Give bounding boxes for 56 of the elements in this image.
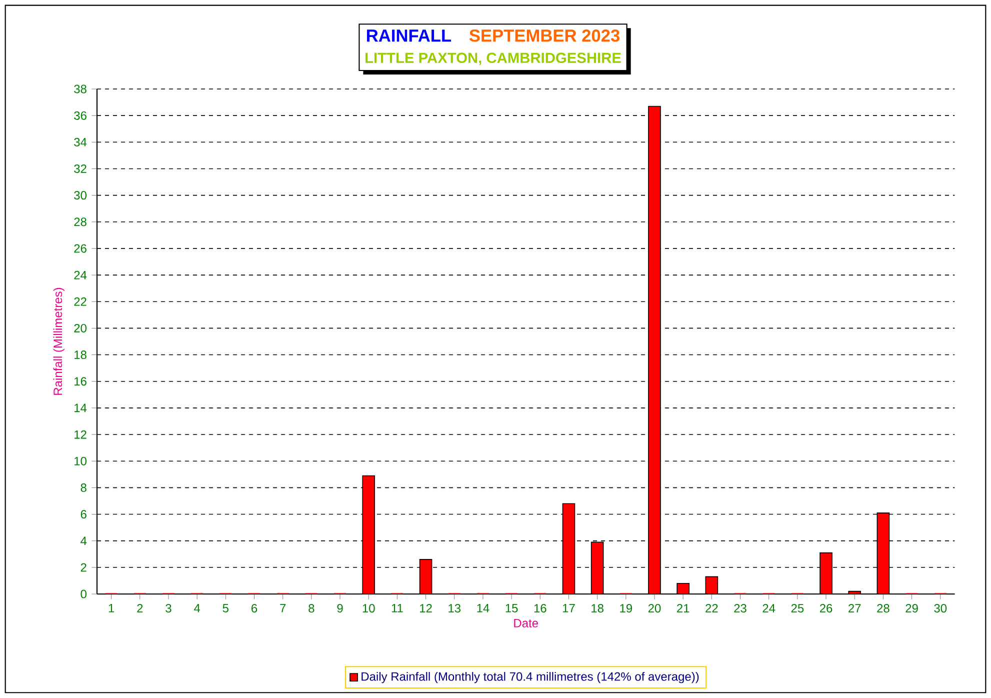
x-tick-label: 30 <box>934 604 947 613</box>
y-tick-label: 34 <box>74 138 87 146</box>
y-tick-label: 4 <box>80 536 87 545</box>
x-tick-label: 10 <box>362 604 375 613</box>
y-tick-label: 14 <box>74 404 87 412</box>
x-tick-label: 3 <box>166 604 172 613</box>
x-tick-label: 22 <box>706 604 718 612</box>
y-tick-label: 16 <box>74 377 86 386</box>
x-tick-label: 17 <box>562 604 575 612</box>
y-tick-label: 32 <box>74 164 86 173</box>
x-tick-label: 20 <box>648 604 661 613</box>
x-tick-label: 11 <box>392 604 403 612</box>
y-tick-label: 6 <box>80 510 86 519</box>
chart-subtitle: SEPTEMBER 2023 <box>469 29 620 42</box>
x-tick-label: 29 <box>906 604 918 613</box>
x-axis-title: Date <box>514 619 538 628</box>
y-tick-label: 38 <box>74 84 86 94</box>
y-tick-label: 2 <box>80 563 86 572</box>
y-tick-label: 8 <box>80 483 86 492</box>
x-tick-label: 28 <box>877 604 890 613</box>
x-tick-label: 15 <box>506 604 518 612</box>
x-tick-label: 14 <box>477 604 490 612</box>
x-tick-label: 13 <box>448 604 461 613</box>
y-tick-label: 18 <box>74 350 86 360</box>
x-tick-label: 21 <box>677 604 690 612</box>
x-tick-label: 2 <box>137 604 143 612</box>
y-tick-label: 20 <box>74 324 86 332</box>
x-tick-label: 26 <box>820 604 832 613</box>
x-tick-label: 19 <box>620 604 632 613</box>
x-tick-label: 9 <box>337 604 343 613</box>
y-axis-title: Rainfall (Millimetres) <box>53 288 64 395</box>
x-tick-label: 4 <box>194 604 200 612</box>
x-tick-label: 7 <box>280 604 286 612</box>
x-tick-label: 23 <box>734 604 746 613</box>
x-tick-label: 1 <box>108 604 114 612</box>
y-tick-label: 30 <box>74 191 86 200</box>
y-tick-label: 28 <box>74 218 86 226</box>
chart-title: RAINFALL <box>367 30 452 42</box>
x-tick-label: 25 <box>791 604 804 613</box>
y-tick-label: 22 <box>74 297 86 306</box>
y-tick-label: 10 <box>74 456 86 466</box>
x-tick-label: 24 <box>762 604 776 612</box>
y-tick-label: 0 <box>80 590 86 598</box>
x-tick-label: 16 <box>534 604 546 613</box>
x-tick-label: 6 <box>252 604 258 613</box>
y-tick-label: 24 <box>74 270 87 280</box>
x-tick-label: 12 <box>420 604 432 612</box>
x-tick-label: 8 <box>308 604 314 613</box>
x-tick-label: 5 <box>222 604 228 612</box>
y-tick-label: 12 <box>74 430 86 439</box>
x-tick-label: 27 <box>848 604 861 612</box>
y-tick-label: 36 <box>74 111 86 120</box>
legend-label: Daily Rainfall (Monthly total 70.4 millimetres (142% of average)) <box>362 672 699 684</box>
x-tick-label: 18 <box>592 604 604 613</box>
text: LITTLE PAXTON, CAMBRIDGESHIRE <box>366 52 621 66</box>
y-tick-label: 26 <box>74 244 86 253</box>
